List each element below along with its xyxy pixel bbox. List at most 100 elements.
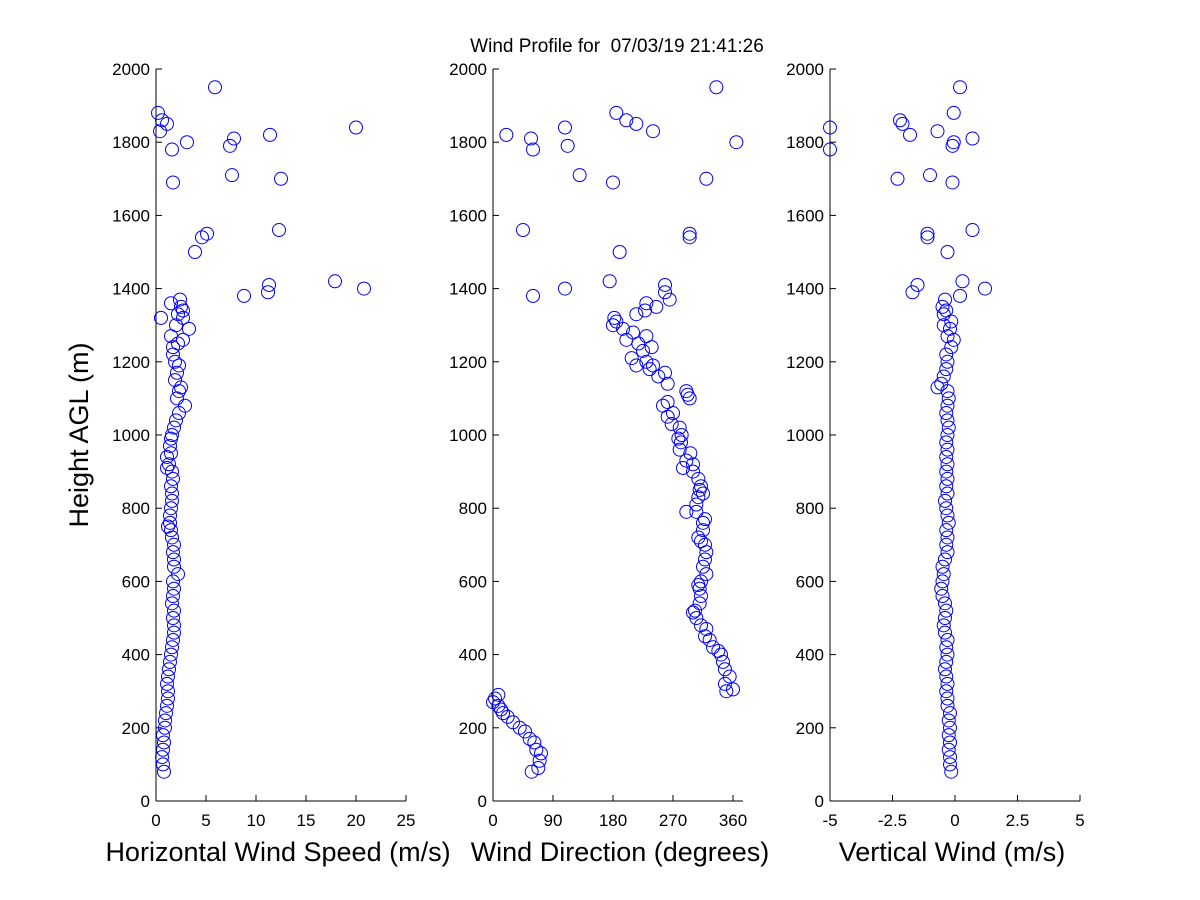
data-point <box>936 307 951 322</box>
data-point <box>526 288 540 303</box>
data-point <box>698 537 712 552</box>
y-tick-label: 1400 <box>449 280 487 299</box>
data-point <box>609 105 624 120</box>
data-point <box>936 318 951 333</box>
data-point <box>940 676 955 691</box>
data-point <box>696 486 710 501</box>
data-point <box>941 391 956 406</box>
data-point <box>691 530 706 545</box>
y-tick-label: 1200 <box>449 353 487 372</box>
data-point <box>696 515 710 530</box>
data-point <box>945 175 960 190</box>
data-point <box>491 687 506 702</box>
y-tick-label: 800 <box>122 499 150 518</box>
data-point <box>943 757 957 772</box>
data-point <box>689 504 704 519</box>
data-point <box>940 457 955 472</box>
data-point <box>943 750 957 765</box>
y-tick-label: 1800 <box>786 133 824 152</box>
data-point <box>935 574 950 589</box>
data-point <box>938 292 952 307</box>
data-point <box>696 559 710 574</box>
data-point <box>171 567 185 582</box>
data-point <box>941 742 956 757</box>
data-point <box>934 581 949 596</box>
y-tick-label: 200 <box>459 719 487 738</box>
data-point <box>173 292 187 307</box>
data-point <box>602 274 617 289</box>
data-point <box>890 171 905 186</box>
data-point <box>558 120 572 135</box>
data-point <box>182 321 196 336</box>
y-tick-label: 1600 <box>112 206 150 225</box>
y-tick-label: 600 <box>122 572 150 591</box>
data-point <box>167 552 181 567</box>
x-tick-label: 90 <box>544 811 563 830</box>
data-point <box>164 647 178 662</box>
data-point <box>176 310 190 325</box>
data-point <box>662 292 677 307</box>
data-point <box>930 124 945 139</box>
data-point <box>936 567 951 582</box>
data-point <box>658 285 672 300</box>
data-point <box>943 720 957 735</box>
y-tick-label: 1600 <box>786 206 824 225</box>
data-point <box>167 581 181 596</box>
panel-2: 0 200 400 600 800 1000 1200 1400 1600 1800 2000 0 90… <box>449 60 769 867</box>
data-point <box>944 764 959 779</box>
data-point <box>939 669 954 684</box>
x-axis-label: Vertical Wind (m/s) <box>839 837 1066 867</box>
data-point <box>165 464 179 479</box>
data-point <box>936 369 951 384</box>
y-tick-label: 1400 <box>786 280 824 299</box>
data-point <box>682 391 697 406</box>
data-point <box>939 347 954 362</box>
data-point <box>941 515 956 530</box>
data-point <box>934 376 949 391</box>
data-point <box>709 80 724 95</box>
data-point <box>161 691 175 706</box>
data-point <box>694 618 708 633</box>
data-point <box>940 691 955 706</box>
data-point <box>494 702 508 717</box>
data-point <box>169 413 183 428</box>
data-point <box>164 479 178 494</box>
y-tick-label: 800 <box>796 499 824 518</box>
data-point <box>170 365 184 380</box>
data-point <box>692 596 707 611</box>
data-point <box>691 471 706 486</box>
data-point <box>656 398 670 413</box>
data-point <box>694 589 708 604</box>
y-tick-label: 400 <box>122 646 150 665</box>
data-point <box>166 574 180 589</box>
data-point <box>160 116 174 131</box>
data-point <box>161 519 175 534</box>
data-point <box>167 420 181 435</box>
data-point <box>955 274 970 289</box>
y-tick-label: 2000 <box>112 60 150 79</box>
data-point <box>923 168 937 183</box>
data-points <box>486 80 744 779</box>
data-point <box>646 124 660 139</box>
data-point <box>674 428 689 442</box>
data-point <box>151 105 165 120</box>
data-point <box>165 428 179 442</box>
data-point <box>162 457 176 472</box>
data-point <box>169 318 183 333</box>
data-point <box>689 497 704 512</box>
data-point <box>941 728 956 743</box>
data-point <box>718 676 732 691</box>
y-tick-label: 2000 <box>786 60 824 79</box>
data-point <box>823 120 837 135</box>
data-point <box>349 120 363 135</box>
data-point <box>272 223 286 238</box>
y-tick-label: 1800 <box>449 133 487 152</box>
y-tick-label: 800 <box>459 499 487 518</box>
data-point <box>180 135 194 150</box>
data-point <box>626 325 640 340</box>
data-point <box>686 457 700 472</box>
data-point <box>938 596 952 611</box>
x-tick-label: 0 <box>488 811 497 830</box>
data-point <box>939 537 954 552</box>
data-point <box>682 230 697 245</box>
